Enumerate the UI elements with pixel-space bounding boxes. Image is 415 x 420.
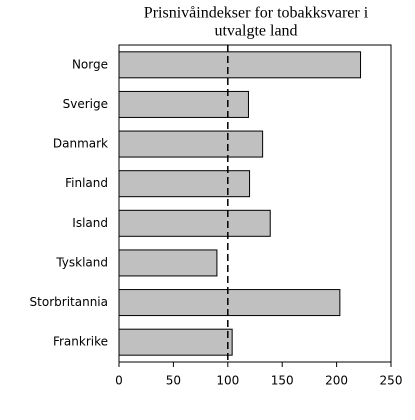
y-tick-label: Frankrike bbox=[53, 335, 108, 349]
bar bbox=[118, 209, 271, 237]
y-tick-label: Storbritannia bbox=[30, 295, 108, 309]
x-tick-label: 150 bbox=[271, 374, 294, 388]
y-tick-label: Danmark bbox=[53, 137, 108, 151]
bar bbox=[118, 249, 218, 277]
x-tick-label: 200 bbox=[325, 374, 348, 388]
x-tick-label: 250 bbox=[380, 374, 403, 388]
bar bbox=[118, 328, 233, 356]
y-tick-label: Tyskland bbox=[55, 255, 108, 269]
bar bbox=[118, 51, 362, 79]
bar bbox=[118, 170, 251, 198]
x-tick-label: 0 bbox=[115, 374, 123, 388]
chart-title: utvalgte land bbox=[214, 23, 297, 40]
y-tick-label: Sverige bbox=[63, 97, 108, 111]
bar bbox=[118, 90, 249, 118]
y-tick-label: Island bbox=[72, 216, 108, 230]
chart-title: Prisnivåindekser for tobakksvarer i bbox=[144, 5, 369, 22]
y-tick-label: Norge bbox=[72, 57, 108, 71]
bar bbox=[118, 130, 264, 158]
x-tick-label: 100 bbox=[216, 374, 239, 388]
bar bbox=[118, 289, 341, 317]
plot-frame bbox=[118, 44, 392, 363]
x-tick-label: 50 bbox=[166, 374, 181, 388]
y-tick-label: Finland bbox=[65, 176, 108, 190]
